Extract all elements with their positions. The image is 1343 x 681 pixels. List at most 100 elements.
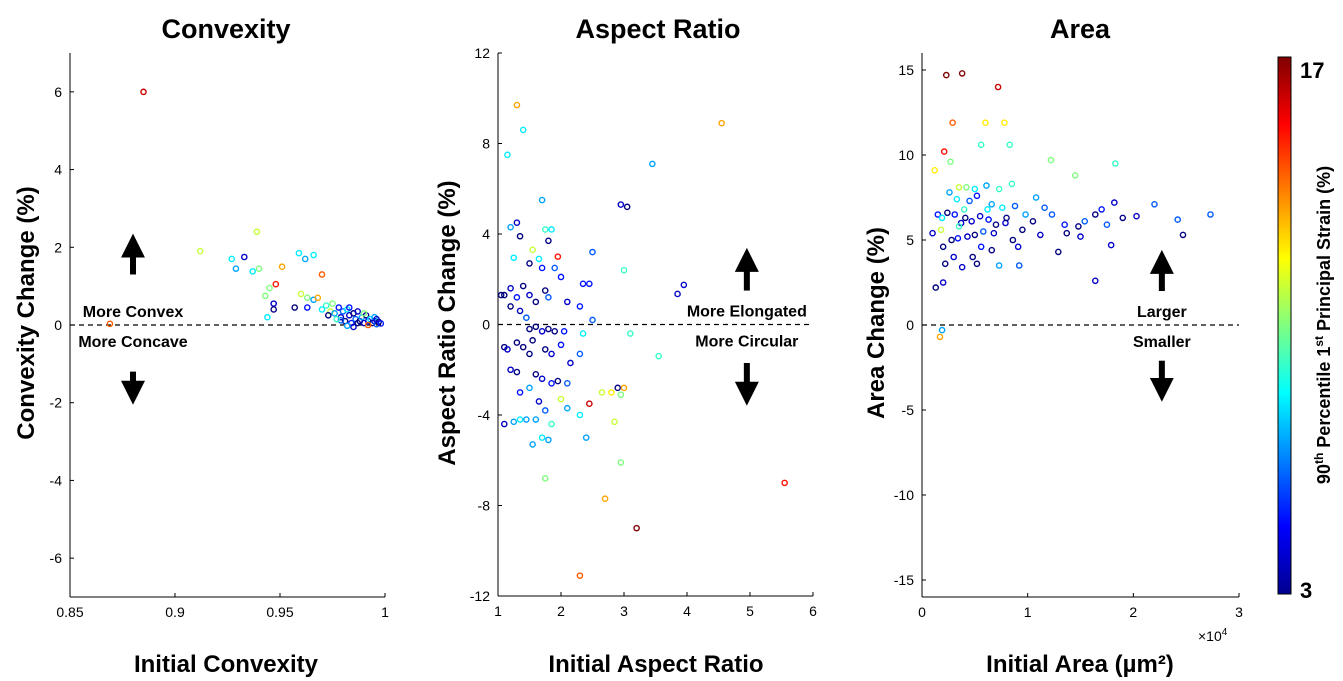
y-axis-label: Aspect Ratio Change (%) [434, 180, 461, 465]
data-point [538, 434, 546, 441]
data-point [586, 280, 593, 288]
y-tick-label: 5 [906, 232, 914, 248]
data-point [1003, 214, 1010, 222]
data-point [1081, 217, 1089, 225]
data-point [291, 304, 299, 311]
x-tick-label: 0.95 [266, 604, 293, 620]
data-point [504, 346, 511, 353]
data-point [354, 319, 362, 327]
data-point [1014, 243, 1022, 251]
data-point [1001, 119, 1008, 126]
data-point [519, 282, 527, 290]
y-tick-label: 10 [898, 147, 914, 163]
data-point [538, 264, 546, 272]
data-point [1002, 219, 1009, 227]
data-point [557, 273, 565, 281]
y-tick-label: 0 [54, 317, 62, 333]
data-point [623, 203, 631, 211]
data-point [541, 407, 549, 414]
data-point [718, 119, 725, 127]
data-point [1112, 160, 1119, 167]
data-point [272, 280, 280, 288]
data-point [345, 304, 353, 311]
data-point [564, 380, 571, 387]
colorbar-gradient [1277, 56, 1292, 595]
data-point [523, 416, 530, 423]
colorbar: 17 3 90th Percentile 1st Principal Strai… [1277, 56, 1334, 603]
data-point [627, 330, 634, 337]
data-point [560, 327, 568, 335]
data-point [947, 158, 954, 166]
data-point [529, 246, 536, 254]
y-tick-label: -5 [902, 402, 915, 418]
data-point [576, 572, 584, 579]
data-point [532, 298, 540, 306]
data-point [538, 327, 546, 335]
data-point [564, 404, 571, 412]
data-point [1009, 236, 1017, 244]
data-point [937, 226, 945, 234]
data-point [519, 126, 527, 134]
data-point [507, 223, 514, 231]
panel-area: Area Initial Area (µm²) Area Change (%) … [863, 14, 1243, 678]
x-tick-label: 1 [494, 603, 502, 619]
data-point [950, 253, 958, 261]
y-tick-label: 4 [482, 226, 490, 242]
data-point [617, 391, 625, 398]
data-point [1151, 200, 1158, 208]
chart-title: Area [1050, 14, 1111, 44]
data-point [541, 287, 549, 294]
data-point [538, 375, 546, 383]
data-point [576, 303, 584, 310]
data-point [516, 307, 524, 315]
data-point [232, 265, 240, 272]
annotation-above: More Elongated [687, 304, 807, 321]
x-axis-label: Initial Area (µm²) [986, 651, 1174, 678]
data-point [532, 370, 540, 378]
data-point [949, 119, 956, 126]
data-point [548, 380, 555, 387]
data-point [507, 366, 514, 374]
y-tick-label: -12 [470, 588, 490, 604]
data-point [601, 495, 609, 503]
data-point [620, 266, 628, 274]
data-point [526, 350, 533, 358]
data-point [510, 254, 518, 262]
y-axis-label: Convexity Change (%) [13, 186, 40, 439]
data-point [1103, 221, 1111, 228]
data-point [541, 226, 549, 233]
data-point [261, 292, 269, 300]
data-point [266, 284, 273, 292]
x-tick-label: 5 [746, 603, 754, 619]
data-point [303, 304, 311, 311]
data-point [253, 228, 261, 236]
data-point [1077, 233, 1084, 240]
data-point [984, 206, 991, 213]
data-point [519, 343, 527, 351]
data-point [958, 263, 966, 271]
data-point [985, 216, 992, 223]
data-point [551, 327, 559, 335]
data-point [526, 325, 533, 333]
y-tick-label: 2 [54, 239, 62, 255]
data-point [337, 317, 345, 324]
data-point [1055, 248, 1062, 256]
data-point [1207, 211, 1214, 218]
data-point [1071, 172, 1079, 179]
data-point [510, 418, 518, 426]
data-point [264, 313, 271, 321]
data-point [526, 384, 533, 392]
data-point [1037, 231, 1044, 239]
x-tick-label: 0.85 [56, 604, 83, 620]
data-point [516, 416, 524, 423]
data-point [939, 279, 947, 286]
data-point [377, 320, 385, 327]
data-point [948, 236, 955, 244]
data-point [532, 323, 540, 331]
data-point [938, 214, 946, 222]
data-point [548, 226, 555, 233]
y-tick-label: -4 [478, 407, 491, 423]
data-point [350, 323, 357, 331]
y-tick-label: -2 [50, 395, 63, 411]
